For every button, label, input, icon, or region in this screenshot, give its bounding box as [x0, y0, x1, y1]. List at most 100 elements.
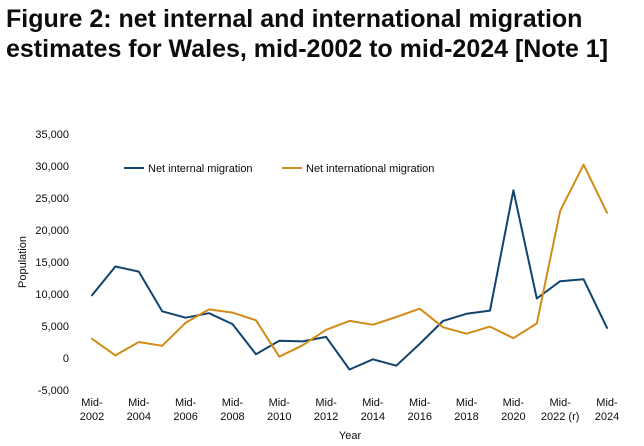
y-axis: -5,000 0 5,000 10,000 15,000 20,000 25,000 30,0… [35, 129, 69, 397]
y-tick-label: 5,000 [41, 321, 69, 333]
data-point-international[interactable] [487, 324, 492, 329]
data-point-internal[interactable] [277, 338, 282, 343]
series-line-internal[interactable] [91, 189, 608, 371]
data-point-international[interactable] [534, 321, 539, 326]
data-point-international[interactable] [347, 318, 352, 323]
y-tick-label: -5,000 [38, 385, 69, 397]
data-point-international[interactable] [417, 306, 422, 311]
y-tick-label: 30,000 [35, 161, 69, 173]
data-point-internal[interactable] [113, 264, 118, 269]
data-point-international[interactable] [324, 327, 329, 332]
data-point-international[interactable] [183, 320, 188, 325]
y-axis-label: Population [17, 236, 29, 288]
data-point-internal[interactable] [324, 334, 329, 339]
x-tick-label-line1: Mid- [409, 397, 431, 409]
x-tick-label-line1: Mid- [175, 397, 197, 409]
data-point-international[interactable] [394, 315, 399, 320]
data-point-international[interactable] [253, 318, 258, 323]
data-point-internal[interactable] [581, 277, 586, 282]
x-tick-label: Mid- 2012 [314, 397, 338, 423]
data-point-internal[interactable] [160, 309, 165, 314]
x-tick-label-line1: Mid- [503, 397, 525, 409]
x-tick-label-line2: 2010 [267, 411, 291, 423]
x-tick-label-line1: Mid- [128, 397, 150, 409]
data-point-international[interactable] [511, 336, 516, 341]
x-tick-label: Mid- 2022 (r) [541, 397, 580, 423]
x-tick-label-line1: Mid- [315, 397, 337, 409]
data-point-internal[interactable] [370, 357, 375, 362]
data-point-international[interactable] [113, 353, 118, 358]
x-tick-label-line1: Mid- [362, 397, 384, 409]
legend-label-international: Net international migration [306, 163, 434, 175]
x-tick-label-line1: Mid- [549, 397, 571, 409]
data-point-international[interactable] [207, 307, 212, 312]
x-tick-label: Mid- 2016 [407, 397, 431, 423]
chart-title: Figure 2: net internal and international… [6, 5, 609, 63]
x-axis: Mid- 2002 Mid- 2004 Mid- 2006 Mid- 2008 Mid- 2010… [80, 397, 619, 423]
x-tick-label-line1: Mid- [222, 397, 244, 409]
x-tick-label-line2: 2018 [454, 411, 478, 423]
data-point-international[interactable] [160, 343, 165, 348]
data-point-internal[interactable] [464, 311, 469, 316]
x-tick-label: Mid- 2018 [454, 397, 478, 423]
series-group [90, 162, 610, 372]
data-point-international[interactable] [370, 322, 375, 327]
data-point-internal[interactable] [487, 308, 492, 313]
data-point-internal[interactable] [394, 363, 399, 368]
data-point-international[interactable] [90, 336, 95, 341]
data-point-international[interactable] [300, 343, 305, 348]
data-point-international[interactable] [558, 208, 563, 213]
data-point-internal[interactable] [511, 188, 516, 193]
x-tick-label: Mid- 2008 [220, 397, 244, 423]
data-point-international[interactable] [605, 210, 610, 215]
y-tick-label: 0 [63, 353, 69, 365]
data-point-international[interactable] [441, 325, 446, 330]
data-point-internal[interactable] [253, 352, 258, 357]
x-tick-label-line1: Mid- [596, 397, 618, 409]
legend-label-internal: Net internal migration [148, 163, 253, 175]
x-tick-label-line2: 2024 [595, 411, 619, 423]
x-tick-label-line2: 2016 [407, 411, 431, 423]
data-point-internal[interactable] [183, 315, 188, 320]
x-axis-label: Year [339, 430, 362, 442]
data-point-internal[interactable] [90, 293, 95, 298]
y-tick-label: 15,000 [35, 257, 69, 269]
data-point-internal[interactable] [441, 318, 446, 323]
x-tick-label-line2: 2006 [173, 411, 197, 423]
x-tick-label: Mid- 2002 [80, 397, 104, 423]
series-line-international[interactable] [91, 163, 608, 358]
data-point-international[interactable] [277, 354, 282, 359]
data-point-internal[interactable] [136, 269, 141, 274]
data-point-international[interactable] [136, 340, 141, 345]
x-tick-label: Mid- 2006 [173, 397, 197, 423]
legend-item-international[interactable]: Net international migration [282, 163, 434, 175]
x-tick-label-line2: 2002 [80, 411, 104, 423]
data-point-international[interactable] [464, 331, 469, 336]
data-point-internal[interactable] [347, 367, 352, 372]
x-tick-label-line2: 2014 [361, 411, 385, 423]
x-tick-label: Mid- 2004 [127, 397, 151, 423]
x-tick-label: Mid- 2010 [267, 397, 291, 423]
x-tick-label-line2: 2008 [220, 411, 244, 423]
legend-item-internal[interactable]: Net internal migration [124, 163, 253, 175]
data-point-internal[interactable] [417, 341, 422, 346]
x-tick-label-line1: Mid- [81, 397, 103, 409]
x-tick-label: Mid- 2024 [595, 397, 619, 423]
y-tick-label: 20,000 [35, 225, 69, 237]
legend[interactable]: Net internal migration Net international … [124, 163, 434, 175]
x-tick-label-line2: 2004 [127, 411, 151, 423]
data-point-internal[interactable] [558, 279, 563, 284]
x-tick-label-line1: Mid- [456, 397, 478, 409]
data-point-international[interactable] [581, 162, 586, 167]
x-tick-label-line2: 2012 [314, 411, 338, 423]
data-point-internal[interactable] [230, 322, 235, 327]
x-tick-label-line1: Mid- [269, 397, 291, 409]
data-point-internal[interactable] [605, 325, 610, 330]
x-tick-label-line2: 2022 (r) [541, 411, 580, 423]
data-point-international[interactable] [230, 310, 235, 315]
y-tick-label: 35,000 [35, 129, 69, 141]
x-tick-label: Mid- 2020 [501, 397, 525, 423]
data-point-internal[interactable] [534, 296, 539, 301]
x-tick-label-line2: 2020 [501, 411, 525, 423]
